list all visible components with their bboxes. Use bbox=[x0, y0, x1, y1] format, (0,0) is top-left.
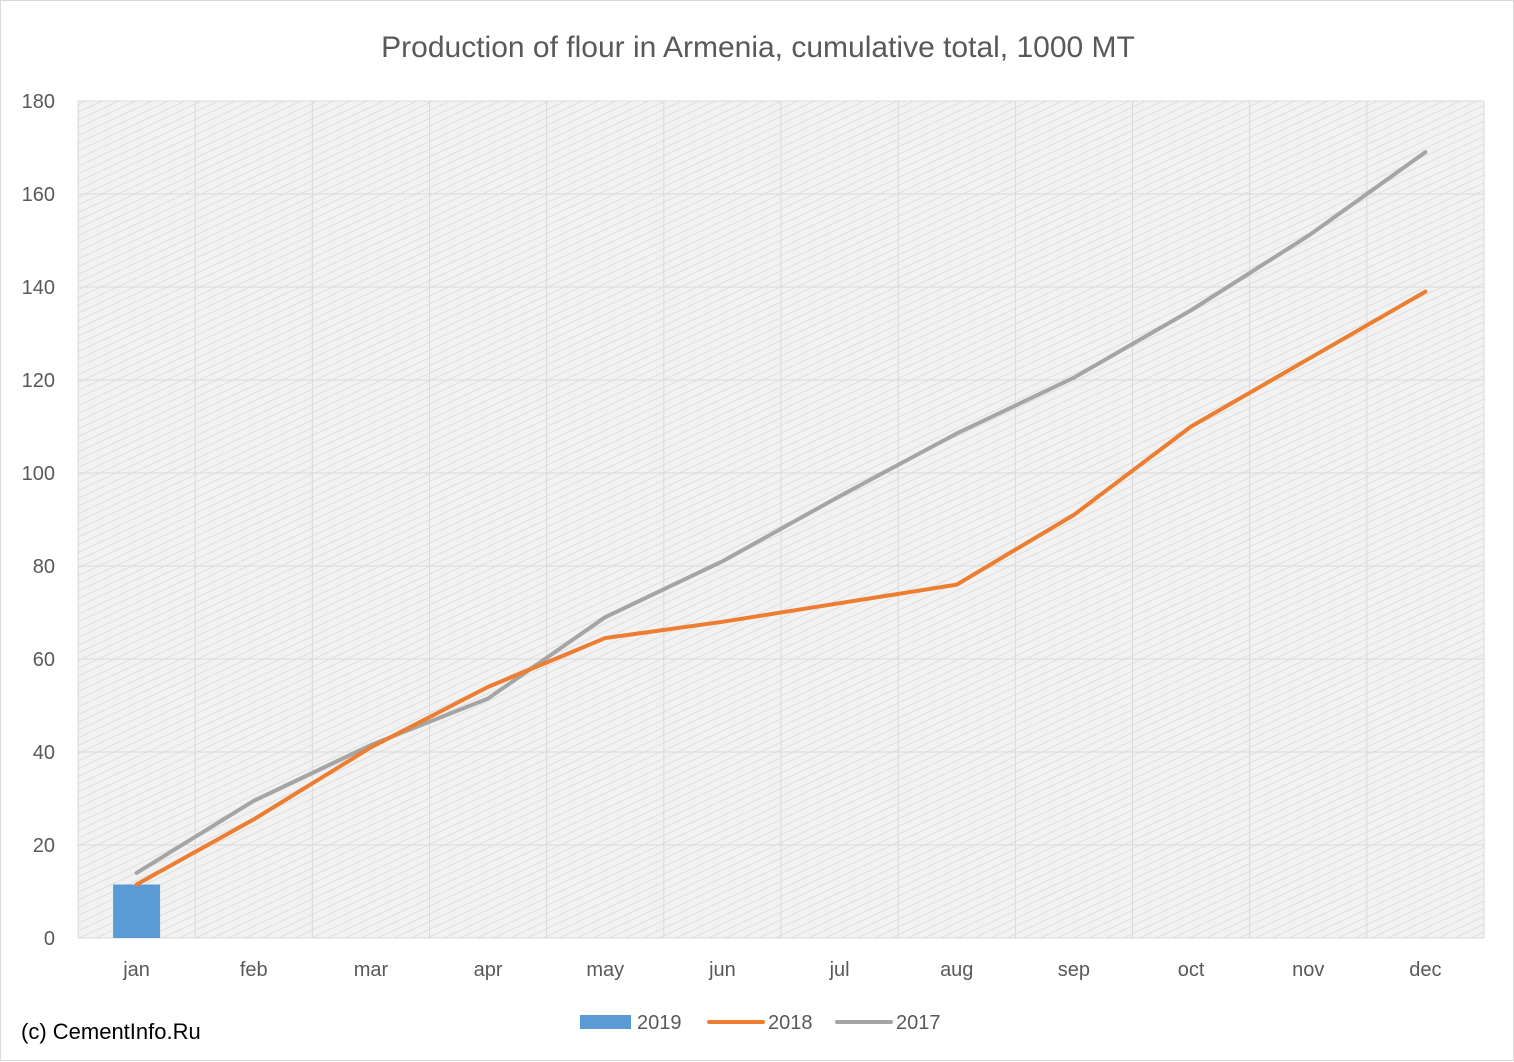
x-tick-label: jan bbox=[122, 959, 150, 981]
x-tick-label: sep bbox=[1058, 959, 1090, 981]
line-2017 bbox=[134, 150, 1428, 875]
legend-label-2019: 2019 bbox=[637, 1012, 682, 1034]
y-tick-label: 120 bbox=[22, 370, 55, 392]
y-tick-label: 140 bbox=[22, 277, 55, 299]
bar-2019 bbox=[113, 884, 161, 938]
x-tick-label: aug bbox=[940, 959, 973, 981]
x-tick-label: oct bbox=[1178, 959, 1205, 981]
grid-layer bbox=[77, 100, 1485, 939]
credit-text: (c) CementInfo.Ru bbox=[21, 1019, 201, 1044]
series-layer bbox=[113, 150, 1428, 938]
x-tick-label: jul bbox=[829, 959, 850, 981]
legend-label-2018: 2018 bbox=[768, 1012, 813, 1034]
x-tick-label: feb bbox=[240, 959, 268, 981]
y-tick-label: 180 bbox=[22, 91, 55, 113]
chart-title: Production of flour in Armenia, cumulati… bbox=[381, 31, 1135, 64]
x-tick-label: jun bbox=[708, 959, 736, 981]
legend-swatch-2019 bbox=[580, 1015, 631, 1029]
legend-label-2017: 2017 bbox=[896, 1012, 941, 1034]
x-tick-label: nov bbox=[1292, 959, 1324, 981]
x-tick-label: apr bbox=[474, 959, 503, 981]
legend: 2019 2018 2017 bbox=[580, 1012, 941, 1034]
axis-layer: 0 20 40 60 80 100 120 140 160 180 jan feb mar apr may j… bbox=[22, 91, 1442, 981]
y-tick-label: 20 bbox=[33, 835, 55, 857]
x-tick-label: mar bbox=[354, 959, 389, 981]
x-tick-label: may bbox=[586, 959, 624, 981]
y-tick-label: 0 bbox=[44, 928, 55, 950]
x-tick-label: dec bbox=[1409, 959, 1441, 981]
y-tick-label: 40 bbox=[33, 742, 55, 764]
line-2018 bbox=[134, 289, 1428, 887]
y-tick-label: 60 bbox=[33, 649, 55, 671]
y-tick-label: 80 bbox=[33, 556, 55, 578]
y-tick-label: 100 bbox=[22, 463, 55, 485]
y-tick-label: 160 bbox=[22, 184, 55, 206]
